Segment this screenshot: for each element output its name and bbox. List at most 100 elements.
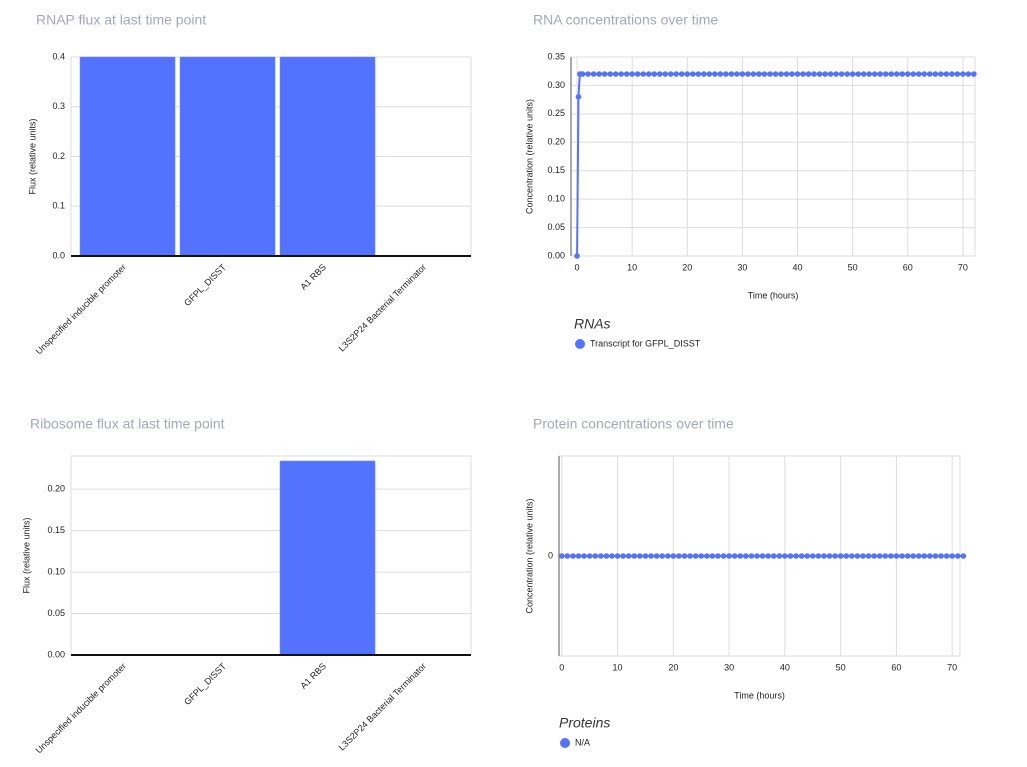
data-point [723, 71, 729, 77]
bar [179, 56, 276, 257]
data-point [776, 553, 783, 559]
x-tick-label: 0 [575, 262, 580, 272]
legend-label: Transcript for GFPL_DISST [590, 338, 701, 348]
data-point [809, 553, 816, 559]
data-point [767, 71, 773, 77]
data-point [586, 553, 593, 559]
x-tick-label: L3S2P24 Bacterial Terminator [337, 262, 429, 354]
data-point [932, 553, 939, 559]
data-point [915, 71, 922, 77]
data-point [877, 71, 884, 77]
data-point [743, 553, 749, 559]
chart-title: Protein concentrations over time [533, 416, 734, 432]
data-point [667, 71, 674, 77]
chart-title: RNAP flux at last time point [36, 12, 206, 28]
data-point [612, 71, 619, 77]
data-point [564, 553, 571, 559]
chart-title: Ribosome flux at last time point [30, 416, 225, 432]
legend-title: RNAs [574, 316, 611, 332]
data-point [642, 553, 649, 559]
data-point [954, 553, 961, 559]
x-tick-label: 50 [836, 662, 846, 672]
x-tick-label: A1 RBS [298, 262, 328, 292]
data-point [717, 71, 724, 77]
x-tick-label: 40 [780, 662, 790, 672]
data-point [681, 553, 688, 559]
data-point [855, 71, 861, 77]
data-point [664, 553, 671, 559]
data-point [899, 553, 905, 559]
data-point [910, 553, 916, 559]
y-tick-label: 0.3 [52, 101, 65, 111]
series-line [576, 73, 974, 257]
x-tick-label: 10 [613, 662, 623, 672]
data-point [893, 71, 900, 77]
data-point [811, 71, 817, 77]
data-point [927, 71, 933, 77]
data-point [844, 71, 850, 77]
data-point [943, 553, 950, 559]
data-point [656, 71, 663, 77]
data-point [703, 553, 710, 559]
data-point [821, 553, 827, 559]
data-point [860, 553, 866, 559]
data-point [737, 553, 744, 559]
data-point [938, 553, 944, 559]
legend-marker [575, 339, 585, 349]
data-point [838, 71, 845, 77]
data-point [598, 553, 604, 559]
y-tick-label: 0.15 [547, 165, 565, 175]
data-point [860, 71, 867, 77]
data-point [800, 71, 806, 77]
data-point [690, 71, 696, 77]
data-point [910, 71, 917, 77]
x-tick-label: 60 [903, 262, 913, 272]
data-point [575, 94, 582, 100]
data-point [822, 71, 828, 77]
data-point [715, 553, 721, 559]
data-point [761, 71, 768, 77]
data-point [871, 71, 878, 77]
y-tick-label: 0.30 [547, 80, 565, 90]
data-point [837, 553, 844, 559]
data-point [921, 71, 928, 77]
data-point [794, 71, 801, 77]
chart-title: RNA concentrations over time [533, 12, 718, 28]
data-point [662, 71, 669, 77]
data-point [609, 553, 615, 559]
data-point [692, 553, 699, 559]
data-point [676, 553, 682, 559]
data-point [659, 553, 665, 559]
data-point [634, 71, 641, 77]
data-point [720, 553, 727, 559]
data-point [938, 71, 944, 77]
data-point [789, 71, 795, 77]
data-point [778, 71, 784, 77]
data-point [932, 71, 939, 77]
data-point [759, 553, 766, 559]
data-point [815, 553, 822, 559]
data-point [888, 71, 895, 77]
data-point [601, 71, 608, 77]
data-point [765, 553, 771, 559]
x-tick-label: 70 [947, 662, 957, 672]
data-point [678, 71, 685, 77]
x-tick-label: GFPL_DISST [182, 661, 228, 707]
y-tick-label: 0.4 [52, 51, 65, 61]
data-point [701, 71, 707, 77]
y-axis-label: Concentration (relative units) [524, 99, 534, 214]
x-tick-label: A1 RBS [298, 661, 328, 691]
data-point [670, 553, 677, 559]
bar [279, 56, 376, 257]
data-point [882, 553, 889, 559]
plot-frame [570, 56, 976, 257]
y-axis-label: Flux (relative units) [27, 118, 37, 194]
data-point [854, 553, 861, 559]
y-tick-label: 0.20 [547, 137, 565, 147]
data-point [798, 553, 805, 559]
x-tick-label: L3S2P24 Bacterial Terminator [337, 661, 429, 753]
x-tick-label: 20 [668, 662, 678, 672]
data-point [709, 553, 716, 559]
data-point [623, 71, 630, 77]
data-point [645, 71, 652, 77]
